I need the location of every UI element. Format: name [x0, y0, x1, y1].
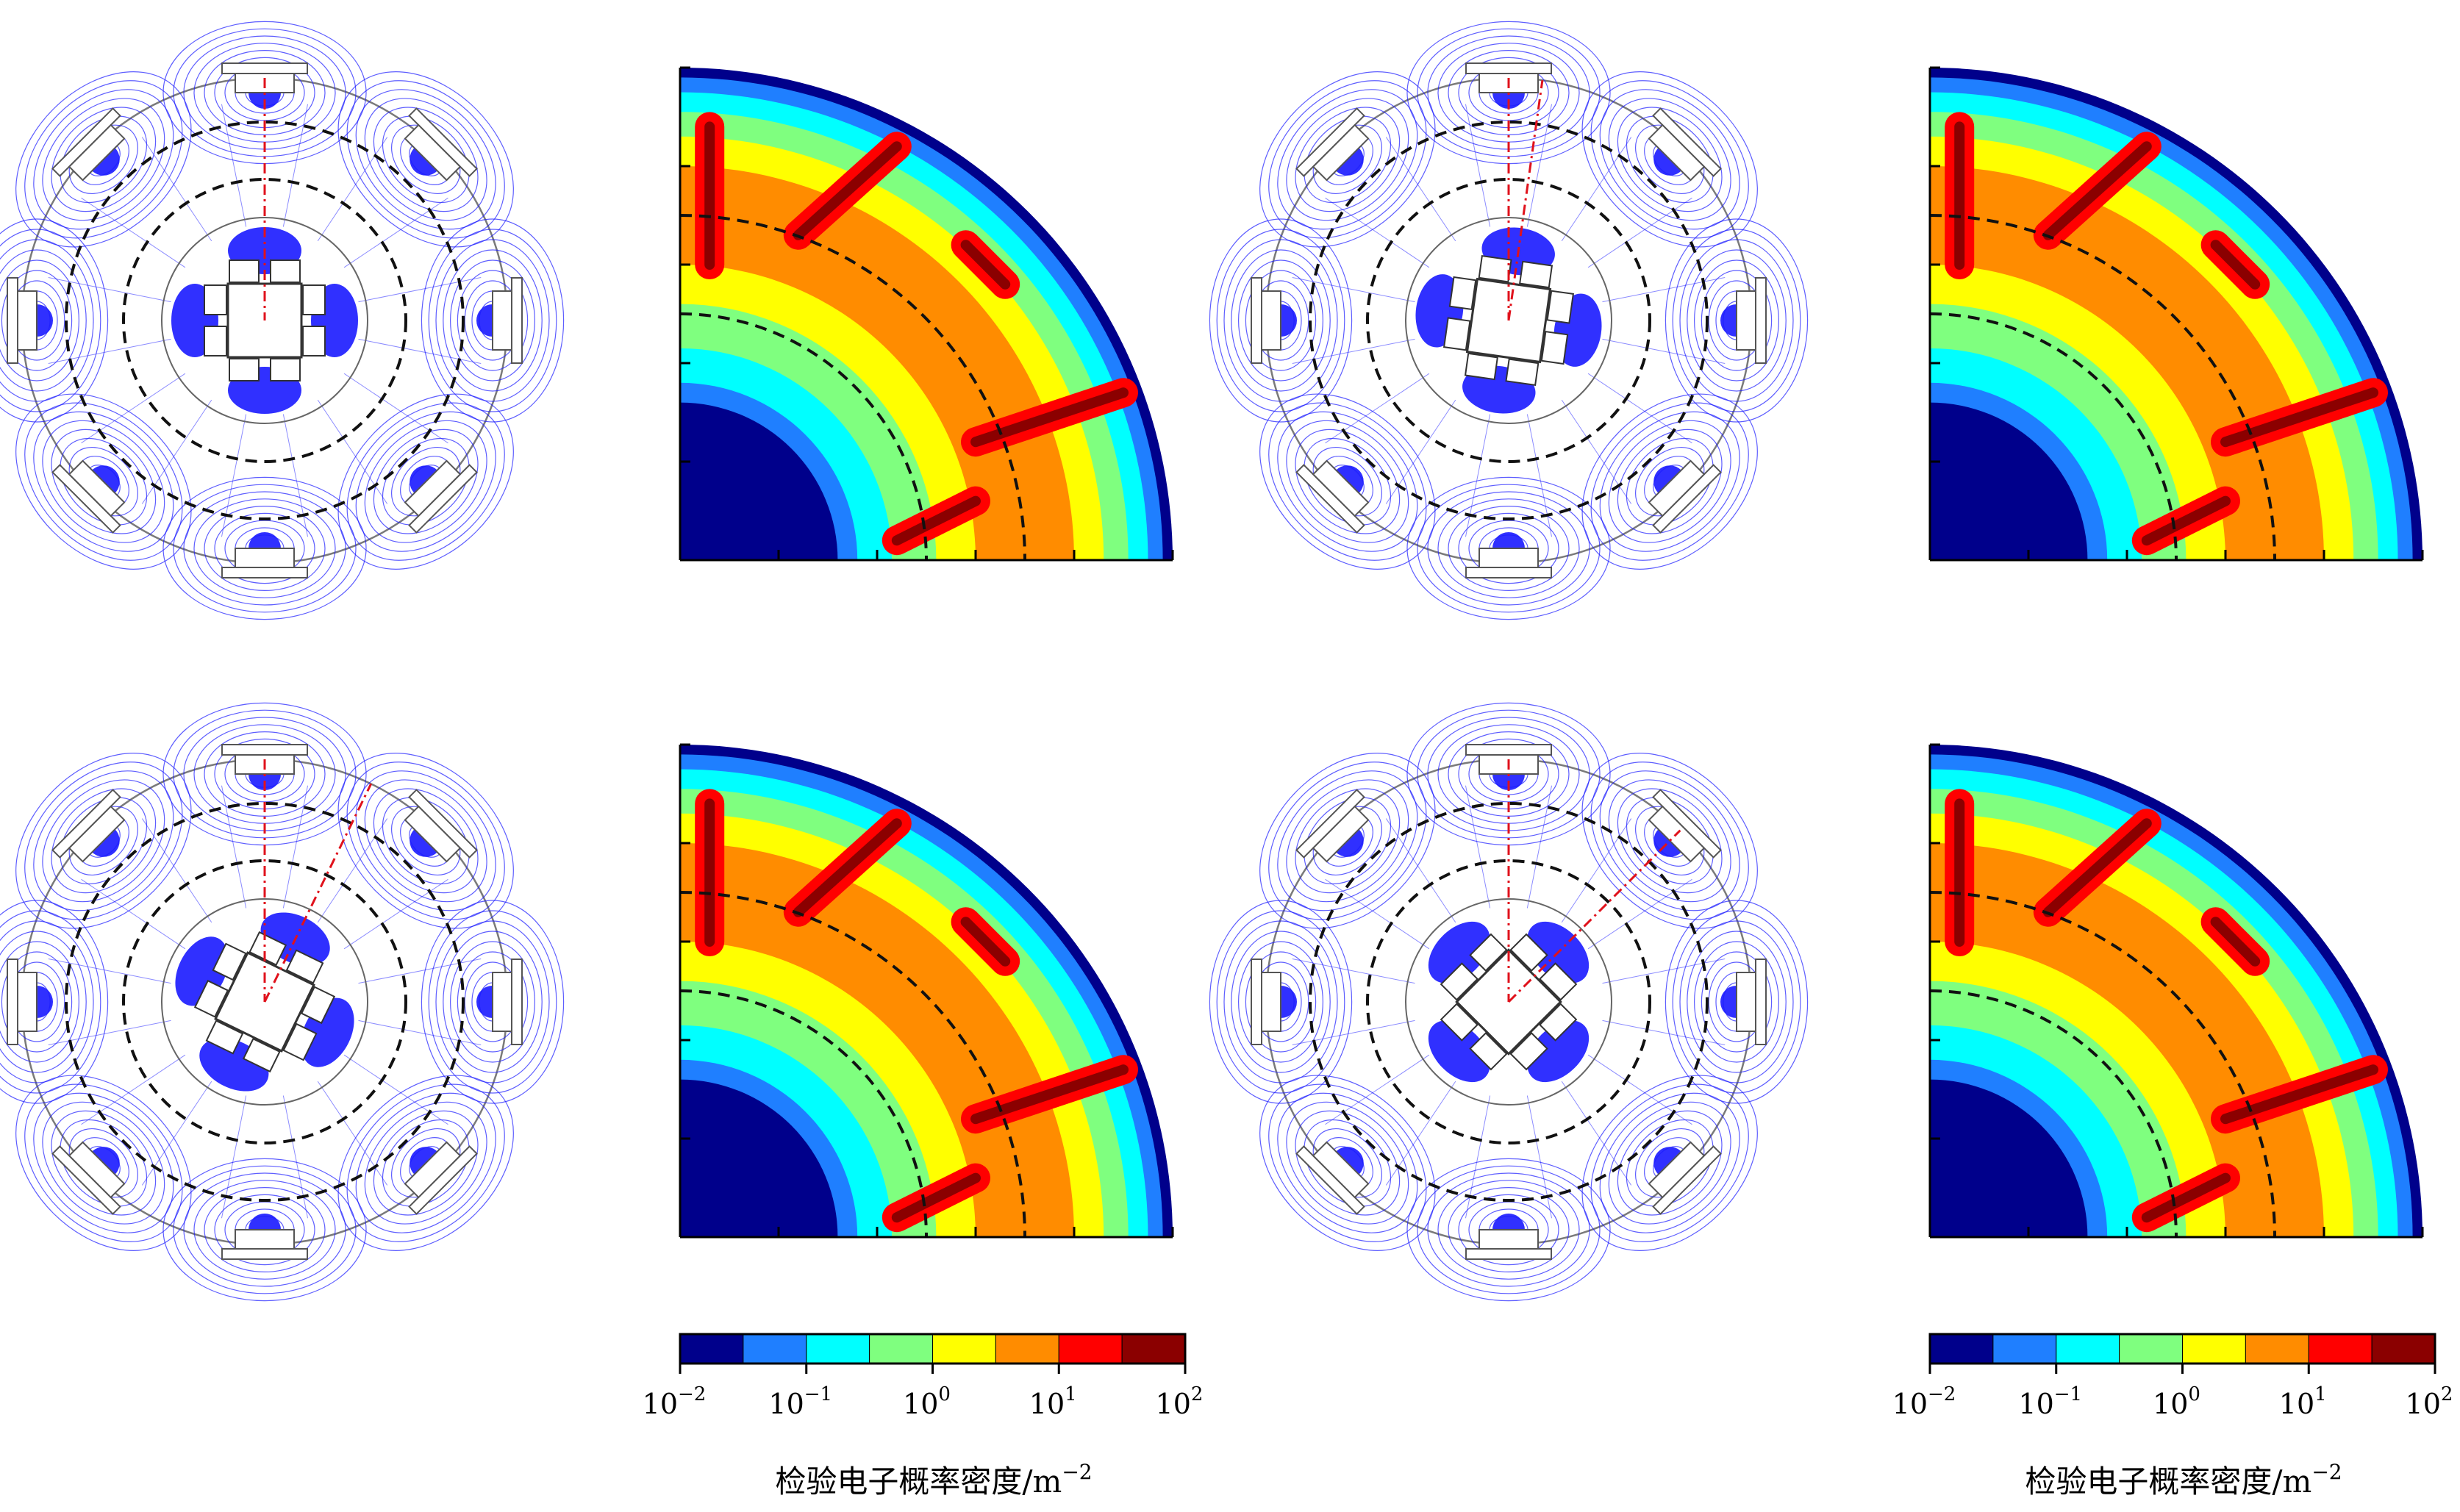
colorbar-swatch	[869, 1333, 933, 1364]
outer-magnet	[1251, 277, 1281, 364]
magnet-schematic-d1	[1209, 702, 1809, 1302]
dashed-circle-outer	[1309, 121, 1709, 520]
dashed-circle-inner	[122, 859, 407, 1144]
inner-magnet-assembly	[160, 898, 368, 1106]
colorbar-tick-label: 10−2	[1892, 1383, 1956, 1420]
outer-magnet	[1648, 459, 1722, 534]
outer-magnet	[1295, 1141, 1370, 1215]
outer-magnet	[404, 107, 478, 182]
outer-magnet	[404, 459, 478, 534]
dashed-arc	[679, 891, 1026, 1238]
dashed-arc	[679, 312, 928, 561]
colorbar-title: 检验电子概率密度/m−2	[775, 1460, 1092, 1500]
colorbar-swatch	[2308, 1333, 2373, 1364]
outer-magnet	[51, 789, 126, 863]
dashed-arc	[1929, 214, 2276, 561]
colorbar-tick-label: 10−1	[2018, 1383, 2082, 1420]
outer-magnet	[492, 959, 523, 1045]
density-field	[680, 68, 1173, 560]
colorbar-swatch	[2056, 1333, 2120, 1364]
colorbar-swatch	[1121, 1333, 1186, 1364]
colorbar-swatch	[1058, 1333, 1123, 1364]
colorbar-tick-label: 100	[2153, 1383, 2200, 1420]
heatmap-d2	[1928, 743, 2424, 1239]
outer-magnet	[221, 1229, 308, 1260]
density-field	[680, 745, 1173, 1237]
heatmap-c2	[679, 743, 1174, 1239]
inner-magnet-assembly	[161, 217, 368, 424]
rotated-axis	[1507, 80, 1544, 321]
colorbar-tick-label: 102	[2406, 1383, 2453, 1420]
dashed-arc	[1929, 989, 2178, 1238]
outer-magnet	[404, 789, 478, 863]
colorbar-swatch	[932, 1333, 996, 1364]
outer-magnet	[1295, 789, 1370, 863]
outer-magnet	[404, 1141, 478, 1215]
outer-magnet	[221, 548, 308, 578]
outer-magnet	[1736, 277, 1767, 364]
outer-magnet	[1465, 1229, 1552, 1260]
outer-magnet	[1465, 62, 1552, 93]
colorbar: 10−2 10−1 100 101 102 检验电子概率密度/m−2	[1892, 1333, 2453, 1500]
outer-magnet	[1251, 959, 1281, 1045]
outer-magnet	[7, 959, 37, 1045]
outer-magnet	[51, 459, 126, 534]
colorbar-swatch	[1992, 1333, 2057, 1364]
dashed-circle-inner	[1366, 178, 1651, 463]
outer-magnet	[1295, 107, 1370, 182]
outer-magnet	[1295, 459, 1370, 534]
colorbar-tick-label: 10−1	[768, 1383, 832, 1420]
magnet-schematic-b1	[1209, 21, 1809, 620]
colorbar-swatch	[995, 1333, 1059, 1364]
outer-magnet	[1648, 107, 1722, 182]
outer-magnet	[1465, 548, 1552, 578]
dashed-circle-inner	[122, 178, 407, 463]
dashed-arc	[1929, 312, 2178, 561]
dashed-arc	[679, 214, 1026, 561]
heatmap-a2	[679, 66, 1174, 562]
dashed-arc	[679, 989, 928, 1238]
outer-magnet	[492, 277, 523, 364]
colorbar-tick-label: 100	[903, 1383, 951, 1420]
dashed-circle-outer	[65, 802, 465, 1202]
density-field	[1930, 745, 2423, 1237]
dashed-circle-inner	[1366, 859, 1651, 1144]
colorbar-title: 检验电子概率密度/m−2	[2025, 1460, 2342, 1500]
outer-magnet	[1648, 1141, 1722, 1215]
magnet-schematic-a1	[0, 21, 565, 620]
colorbar: 10−2 10−1 100 101 102 检验电子概率密度/m−2	[643, 1333, 1204, 1500]
colorbar-tick-label: 101	[2279, 1383, 2327, 1420]
colorbar-swatch	[2119, 1333, 2183, 1364]
magnet-schematic-c1	[0, 702, 565, 1302]
outer-magnet	[1736, 959, 1767, 1045]
colorbar-tick-label: 101	[1029, 1383, 1077, 1420]
colorbar-swatch	[679, 1333, 744, 1364]
density-field	[1930, 68, 2423, 560]
outer-magnet	[51, 107, 126, 182]
colorbar-swatch	[2371, 1333, 2436, 1364]
dashed-arc	[1929, 891, 2276, 1238]
rotated-axis	[1507, 829, 1681, 1003]
colorbar-swatch	[1929, 1333, 1994, 1364]
colorbar-tick-label: 102	[1156, 1383, 1204, 1420]
colorbar-swatch	[2245, 1333, 2309, 1364]
outer-magnet	[51, 1141, 126, 1215]
colorbar-swatch	[743, 1333, 807, 1364]
dashed-circle-outer	[65, 121, 465, 520]
dashed-circle-outer	[1309, 802, 1709, 1202]
outer-magnet	[7, 277, 37, 364]
colorbar-swatch	[2182, 1333, 2246, 1364]
rotated-axis	[263, 783, 373, 1003]
colorbar-swatch	[806, 1333, 870, 1364]
colorbar-tick-label: 10−2	[643, 1383, 707, 1420]
heatmap-b2	[1928, 66, 2424, 562]
